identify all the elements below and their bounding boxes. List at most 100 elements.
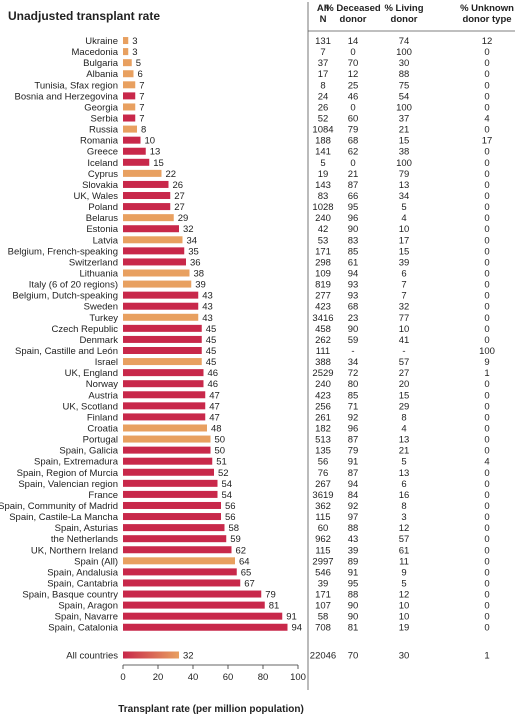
cell-unknown: 0 [484,534,489,545]
table-row: Denmark 45 262 59 41 0 [79,335,489,346]
cell-living: 5 [401,578,406,589]
country-label: Russia [89,125,119,136]
rate-bar [123,579,241,587]
cell-deceased: 94 [348,269,359,280]
rate-bar [123,169,162,177]
country-label: Croatia [87,423,118,434]
cell-living: 15 [399,136,410,147]
cell-n: 111 [316,346,330,357]
cell-unknown: 0 [484,191,489,202]
cell-living: - [402,346,405,357]
rate-value: 5 [136,58,141,69]
rate-bar [123,59,132,67]
cell-unknown: 0 [484,601,489,612]
cell-n: 5 [320,158,325,169]
country-label: UK, England [65,368,118,379]
cell-living: 13 [399,180,410,191]
cell-deceased: 43 [348,534,359,545]
table-row: Romania 10 188 68 15 17 [80,136,492,147]
rate-bar [123,446,211,454]
country-label: All countries [66,651,118,662]
cell-living: 3 [401,512,406,523]
rate-value: 54 [222,479,233,490]
rate-bar [123,269,190,277]
cell-living: 15 [399,246,410,257]
rate-value: 91 [286,612,297,623]
country-label: Czech Republic [51,324,118,335]
cell-n: 22046 [310,651,336,662]
rate-bar [123,48,129,56]
country-label: Spain, Region of Murcia [17,468,119,479]
cell-deceased: 92 [348,412,359,423]
cell-n: 26 [318,102,329,113]
rate-bar [123,590,262,598]
country-label: Spain, Navarre [55,612,118,623]
cell-deceased: 90 [348,224,359,235]
rate-value: 35 [188,246,199,257]
cell-n: 107 [315,601,331,612]
rate-bar [123,37,129,45]
cell-deceased: - [351,346,354,357]
cell-unknown: 4 [484,114,489,125]
cell-unknown: 0 [484,269,489,280]
rate-bar [123,324,202,332]
cell-deceased: 90 [348,324,359,335]
cell-n: 39 [318,578,329,589]
cell-living: 5 [401,202,406,213]
country-label: Tunisia, Sfax region [34,80,118,91]
table-row: Belarus 29 240 96 4 0 [86,213,490,224]
table-row: UK, Scotland 47 256 71 29 0 [63,401,490,412]
cell-unknown: 100 [479,346,495,357]
table-row: Albania 6 17 12 88 0 [86,69,489,80]
cell-deceased: 59 [348,335,359,346]
country-label: the Netherlands [51,534,118,545]
table-row: Spain, Region of Murcia 52 76 87 13 0 [17,468,490,479]
rate-bar [123,413,206,421]
table-headers: All N% Deceased donor% Living donor % Unknow… [307,2,515,690]
rate-value: 79 [265,590,276,601]
cell-deceased: 25 [348,80,359,91]
cell-living: 6 [401,269,406,280]
cell-unknown: 0 [484,102,489,113]
table-row: Serbia 7 52 60 37 4 [91,114,490,125]
rate-bar [123,435,211,443]
cell-n: 240 [315,213,331,224]
cell-unknown: 0 [484,313,489,324]
table-row: UK, Wales 27 83 66 34 0 [73,191,489,202]
rate-bar [123,214,174,222]
cell-deceased: 71 [348,401,359,412]
cell-unknown: 0 [484,590,489,601]
cell-living: 61 [399,545,410,556]
cell-deceased: 66 [348,191,359,202]
table-row: UK, Northern Ireland 62 115 39 61 0 [31,545,490,556]
column-header: % Unknown donor type [460,3,514,25]
table-row: Spain, Andalusia 65 546 91 9 0 [47,567,489,578]
cell-deceased: 80 [348,379,359,390]
cell-deceased: 12 [348,69,359,80]
cell-n: 3619 [312,490,333,501]
rate-value: 52 [218,468,229,479]
country-label: Denmark [79,335,118,346]
table-row: Czech Republic 45 458 90 10 0 [51,324,489,335]
table-row: Lithuania 38 109 94 6 0 [79,269,489,280]
cell-living: 88 [399,69,410,80]
cell-living: 100 [396,47,412,58]
cell-living: 11 [399,556,409,567]
cell-unknown: 12 [482,36,493,47]
country-label: Belgium, Dutch-speaking [12,291,118,302]
rate-value: 36 [190,257,201,268]
cell-unknown: 0 [484,158,489,169]
cell-deceased: 68 [348,302,359,313]
country-label: Norway [86,379,118,390]
rate-bar [123,291,199,299]
cell-living: 21 [399,125,410,136]
cell-deceased: 23 [348,313,359,324]
cell-unknown: 0 [484,423,489,434]
cell-unknown: 0 [484,523,489,534]
cell-n: 513 [315,435,331,446]
rate-value: 56 [225,512,236,523]
cell-living: 57 [399,357,410,368]
table-row: Estonia 32 42 90 10 0 [86,224,489,235]
country-label: Macedonia [72,47,119,58]
cell-n: 37 [318,58,329,69]
